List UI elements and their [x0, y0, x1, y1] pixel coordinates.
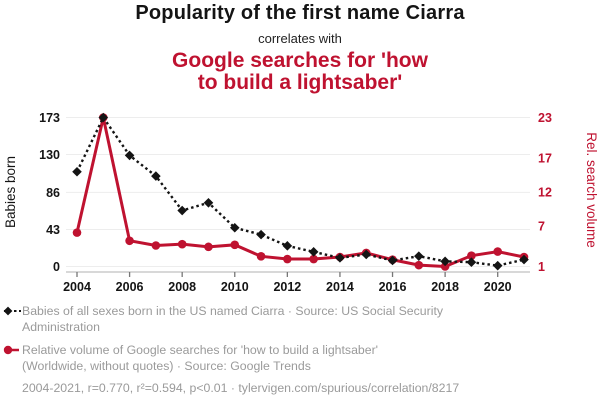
search-volume-point [493, 247, 503, 256]
babies-born-point [308, 247, 319, 257]
left-tick-label: 0 [53, 260, 60, 274]
legend-text-babies: Babies of all sexes born in the US named… [22, 304, 444, 334]
search-volume-point [283, 254, 292, 264]
legend-entry-search-volume: Relative volume of Google searches for '… [3, 342, 563, 374]
search-volume-point [467, 251, 476, 260]
babies-born-point [282, 241, 293, 251]
black-diamond-dashed-icon [3, 306, 21, 316]
right-tick-label: 23 [538, 111, 552, 125]
search-volume-line [75, 117, 525, 269]
search-volume-point [151, 241, 161, 250]
x-tick-label: 2014 [326, 280, 354, 294]
search-volume-point [414, 260, 424, 270]
secondary-title-line1: Google searches for 'how [172, 49, 428, 72]
babies-born-point [72, 166, 82, 177]
babies-born-point [492, 260, 503, 271]
left-tick-label: 130 [39, 148, 60, 162]
dual-axis-line-chart: 2004 2006 2008 2010 2012 2014 2016 2018 2020 0 43 8… [3, 111, 599, 294]
left-tick-label: 86 [46, 186, 60, 200]
babies-born-point [98, 112, 109, 123]
search-volume-point [256, 252, 266, 261]
babies-born-point [466, 257, 477, 267]
left-axis-title: Babies born [3, 156, 18, 228]
babies-born-point [440, 256, 450, 267]
babies-born-point [387, 255, 398, 266]
legend-entry-babies: Babies of all sexes born in the US named… [3, 303, 563, 335]
x-tick-label: 2010 [221, 280, 249, 294]
secondary-title-line2: to build a lightsaber' [197, 71, 403, 94]
babies-born-point [361, 249, 372, 260]
secondary-title: Google searches for 'how to build a ligh… [0, 50, 600, 94]
search-volume-point [309, 254, 318, 264]
left-tick-label: 43 [46, 223, 60, 237]
search-volume-point [204, 242, 213, 252]
red-circle-solid-icon [3, 345, 19, 355]
x-tick-label: 2020 [484, 280, 512, 294]
correlates-with-label: correlates with [258, 31, 342, 46]
stats-citation-line: 2004-2021, r=0.770, r²=0.594, p<0.01 · t… [22, 381, 460, 395]
right-tick-label: 1 [538, 260, 545, 274]
search-volume-point [440, 262, 450, 271]
x-tick-label: 2012 [273, 280, 301, 294]
babies-born-point [203, 197, 214, 208]
legend: Babies of all sexes born in the US named… [3, 303, 563, 395]
page-title: Popularity of the first name Ciarra [135, 2, 465, 24]
babies-born-point [414, 251, 424, 261]
right-tick-label: 7 [538, 219, 545, 233]
x-tick-label: 2018 [431, 280, 459, 294]
right-tick-label: 12 [538, 186, 552, 200]
search-volume-point [72, 228, 82, 237]
x-tick-label: 2016 [379, 280, 407, 294]
search-volume-point [177, 239, 187, 249]
left-tick-label: 173 [39, 111, 60, 125]
babies-born-point [151, 171, 161, 181]
right-tick-label: 17 [538, 152, 552, 166]
babies-born-point [335, 253, 345, 263]
x-tick-label: 2008 [168, 280, 196, 294]
babies-born-point [229, 222, 240, 233]
x-tick-label: 2004 [63, 280, 91, 294]
babies-born-point [256, 229, 266, 240]
x-tick-label: 2006 [116, 280, 144, 294]
right-axis-title: Rel. search volume [584, 132, 599, 248]
babies-born-point [519, 254, 529, 265]
search-volume-point [125, 236, 134, 246]
legend-text-search-volume: Relative volume of Google searches for '… [22, 343, 379, 373]
search-volume-point [230, 240, 240, 250]
